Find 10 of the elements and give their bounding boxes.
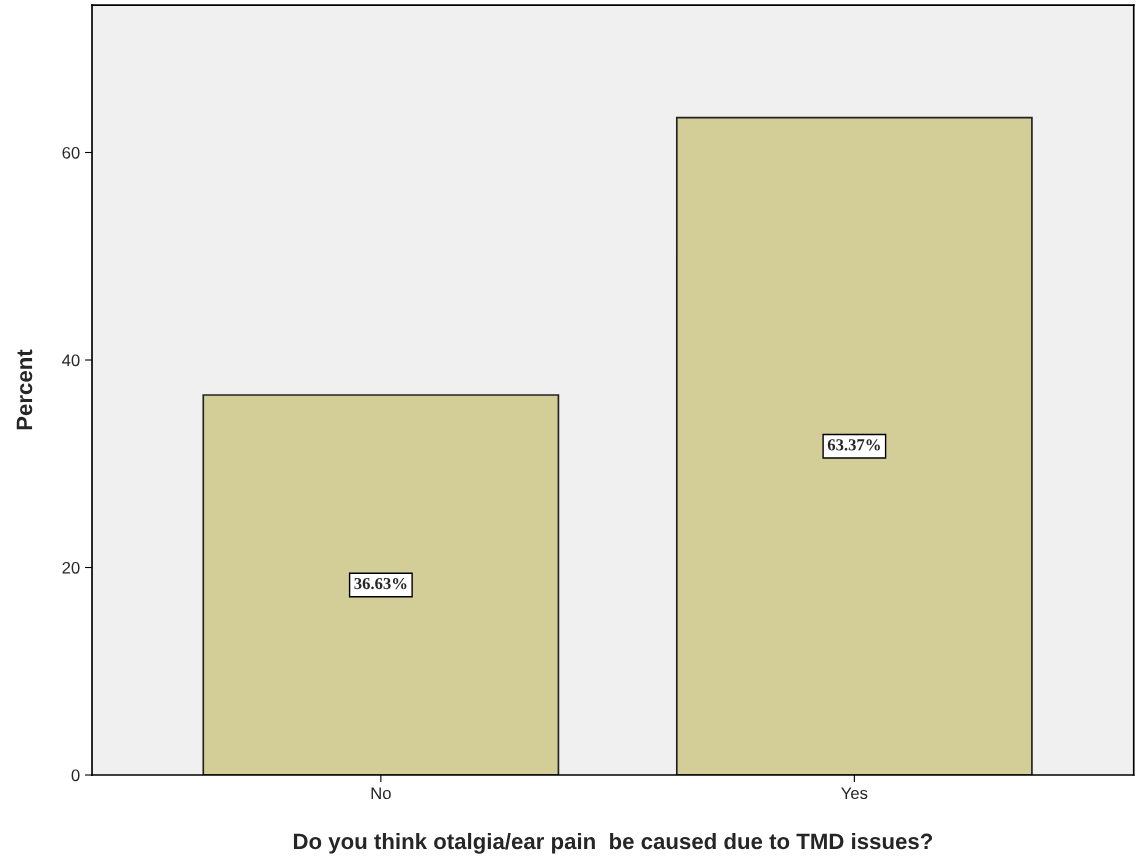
x-tick-label: Yes xyxy=(841,787,868,800)
y-axis-title: Percent xyxy=(16,349,33,430)
data-label: 36.63% xyxy=(354,577,407,590)
data-label: 63.37% xyxy=(827,439,880,451)
y-tick-label: 20 xyxy=(62,561,80,574)
x-axis-title: Do you think otalgia/ear pain be caused due to TMD issues? xyxy=(293,832,933,854)
y-tick-label: 0 xyxy=(71,769,80,782)
y-tick-label: 60 xyxy=(62,146,80,159)
y-tick-label: 40 xyxy=(62,354,80,367)
x-tick-label: No xyxy=(371,787,391,800)
